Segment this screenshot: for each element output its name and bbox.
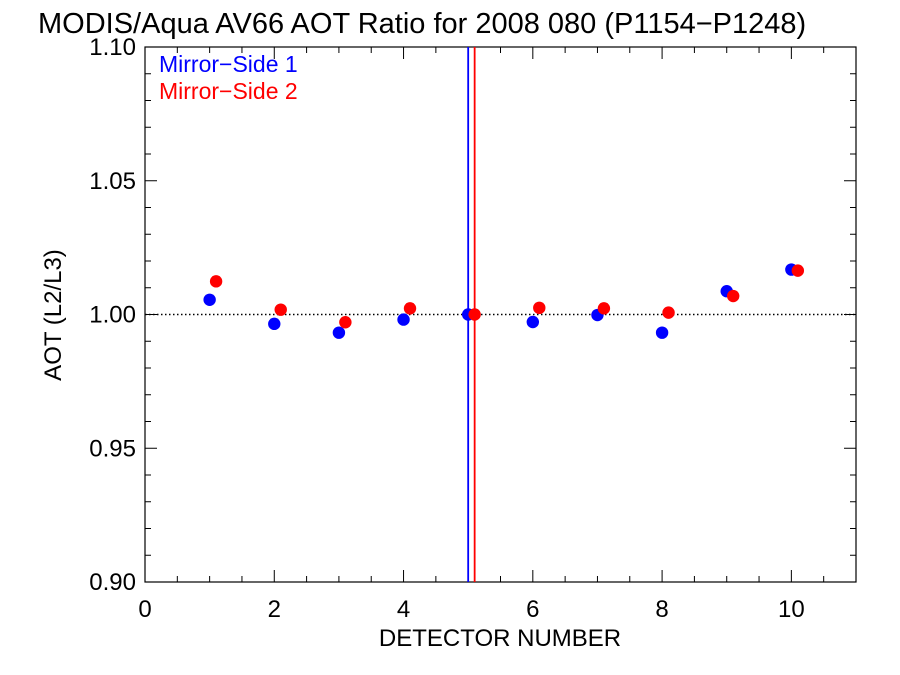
series-2-point (274, 303, 287, 316)
legend-entry-2: Mirror−Side 2 (159, 78, 298, 104)
x-tick-label: 10 (778, 596, 805, 623)
series-1-point (268, 317, 281, 331)
series-1-point (397, 313, 410, 326)
series-2-point (597, 302, 611, 315)
series-2-point (791, 264, 805, 277)
y-axis-label: AOT (L2/L3) (40, 249, 67, 381)
series-1-point (655, 326, 669, 339)
x-tick-label: 2 (268, 596, 281, 623)
chart-title: MODIS/Aqua AV66 AOT Ratio for 2008 080 (… (38, 8, 806, 40)
series-2-point (403, 302, 417, 315)
x-tick-label: 6 (526, 596, 539, 623)
x-axis-label: DETECTOR NUMBER (379, 625, 621, 652)
series-1-point (526, 315, 540, 329)
series-1-point (203, 293, 216, 306)
series-1-point (332, 326, 346, 339)
reference-lines (145, 47, 856, 582)
y-tick-label: 0.90 (89, 569, 136, 596)
series-2-point (533, 301, 546, 315)
axes: 0 2 4 6 8 10 0.90 0.95 1.00 1.05 1.10 (89, 34, 857, 623)
x-tick-label: 4 (397, 596, 410, 623)
y-tick-label: 1.05 (89, 168, 136, 195)
series-2-point (209, 275, 223, 288)
y-tick-label: 1.10 (89, 34, 136, 61)
series-2-point (726, 289, 740, 303)
y-tick-label: 1.00 (89, 302, 136, 329)
series-2-point (662, 306, 675, 319)
data-points (203, 263, 805, 339)
x-tick-label: 0 (138, 596, 151, 623)
x-tick-label: 8 (655, 596, 668, 623)
series-2-point (468, 308, 481, 321)
y-tick-label: 0.95 (89, 435, 136, 462)
legend-entry-1: Mirror−Side 1 (159, 51, 298, 77)
series-2-point (339, 316, 352, 329)
